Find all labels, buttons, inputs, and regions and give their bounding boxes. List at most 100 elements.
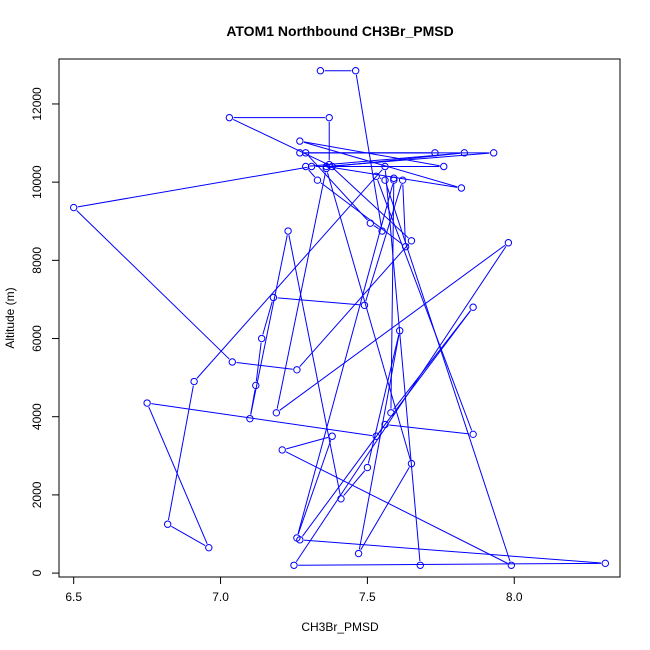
x-axis: 6.5 7.0 7.5 8.0 [65, 576, 523, 604]
series-segment [151, 403, 373, 437]
y-tick-label: 0 [30, 569, 44, 576]
y-tick-label: 8000 [30, 247, 44, 274]
data-point [293, 534, 301, 542]
data-point [296, 149, 304, 157]
series-segment [367, 334, 400, 464]
data-point [257, 334, 266, 343]
series-segment [167, 385, 194, 521]
series-segment [255, 342, 262, 382]
series-segment [297, 184, 394, 534]
series-segment [331, 167, 409, 239]
data-point [401, 242, 410, 251]
data-point [205, 543, 213, 552]
series-segment [303, 539, 602, 564]
data-point [490, 149, 498, 157]
x-tick-label: 7.5 [359, 590, 376, 604]
series-segment [379, 177, 382, 179]
data-point [143, 399, 151, 407]
data-point [457, 184, 466, 192]
data-point [363, 463, 372, 472]
data-point [601, 559, 610, 568]
series-segment [250, 235, 288, 415]
series-segment [385, 184, 511, 562]
y-tick-label: 4000 [30, 403, 44, 430]
data-point [381, 162, 389, 171]
data-point [69, 203, 78, 212]
data-point [407, 459, 416, 468]
data-point [313, 176, 322, 184]
series-segment [360, 466, 410, 551]
data-point [460, 149, 469, 157]
data-point [316, 67, 325, 75]
data-point [228, 358, 236, 366]
series-segment [276, 172, 326, 409]
data-point [390, 174, 398, 182]
data-point [469, 430, 477, 439]
y-tick-label: 2000 [30, 481, 44, 508]
x-tick-label: 7.0 [212, 590, 229, 604]
x-tick-label: 8.0 [506, 590, 523, 604]
y-tick-label: 10000 [30, 165, 44, 199]
data-point [252, 381, 260, 390]
series-lines [76, 70, 602, 566]
data-point [328, 432, 336, 440]
series-segment [236, 361, 293, 370]
data-point [354, 549, 363, 558]
data-point [351, 67, 360, 75]
y-tick-label: 6000 [30, 325, 44, 352]
series-segment [148, 406, 208, 545]
data-point [325, 113, 333, 122]
data-point [504, 239, 513, 247]
data-point [272, 409, 281, 417]
series-segment [288, 235, 341, 495]
data-point [269, 293, 278, 302]
series-segment [384, 170, 421, 562]
data-point [378, 227, 386, 235]
data-point [293, 366, 301, 374]
series-segment [232, 118, 329, 166]
series-segment [196, 169, 383, 379]
data-point [507, 561, 516, 569]
y-axis: 0 2000 4000 6000 8000 10000 12000 [30, 87, 60, 576]
series-segment [301, 427, 383, 537]
data-point [302, 162, 310, 171]
series-segment [365, 184, 402, 302]
series-segment [390, 182, 395, 409]
series-segment [303, 141, 440, 167]
data-point [163, 520, 172, 528]
data-point [440, 162, 448, 171]
chart-title: ATOM1 Northbound CH3Br_PMSD [226, 23, 453, 39]
data-point [416, 561, 424, 569]
series-segment [389, 424, 470, 435]
series-segment [295, 245, 507, 563]
series-segment [308, 169, 316, 178]
data-point [469, 303, 477, 311]
data-point [381, 420, 389, 429]
y-axis-label: Altitude (m) [3, 287, 17, 348]
series-segment [262, 301, 273, 335]
data-point [387, 409, 395, 417]
series-segment [373, 225, 379, 230]
series-segment [358, 334, 400, 550]
data-point [284, 227, 292, 235]
data-point [225, 113, 234, 122]
data-point [398, 176, 407, 184]
data-point [366, 219, 375, 227]
series-segment [77, 166, 308, 208]
data-point [278, 446, 286, 454]
data-point [396, 327, 404, 335]
data-point [360, 301, 369, 309]
data-point [372, 172, 380, 180]
data-point [296, 137, 304, 145]
series-segment [343, 470, 366, 496]
series-segment [297, 440, 332, 535]
data-point [322, 164, 330, 173]
series-segment [320, 182, 403, 245]
series-segment [171, 525, 206, 547]
series-segment [309, 152, 461, 167]
series-segment [298, 562, 602, 566]
series-segment [285, 451, 508, 564]
data-point [246, 414, 254, 423]
